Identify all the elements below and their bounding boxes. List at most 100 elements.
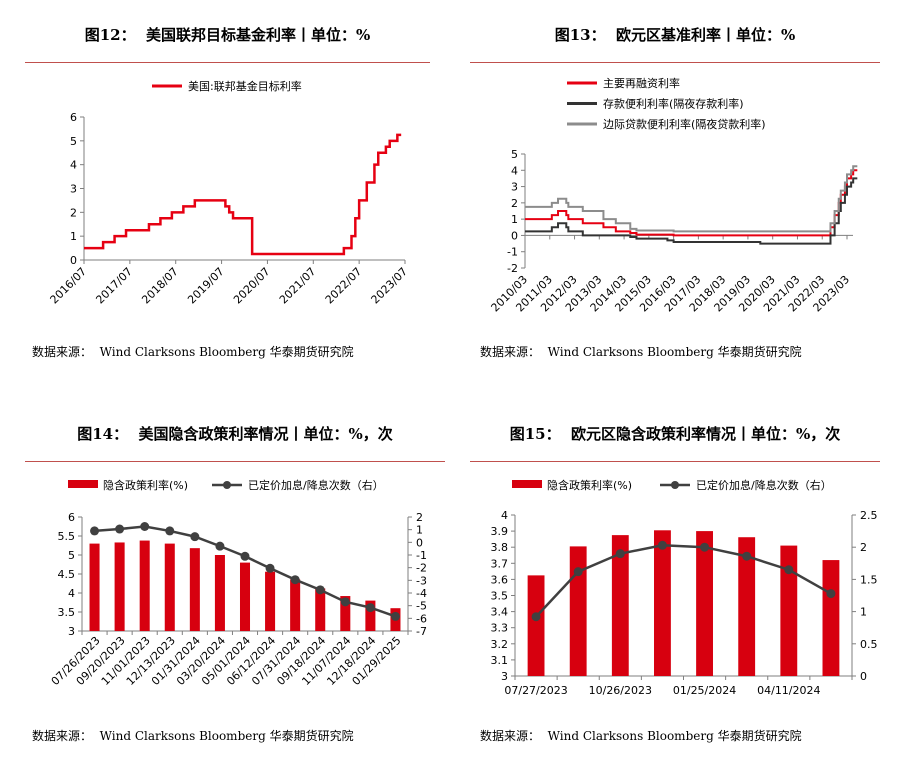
line-point: [657, 540, 667, 550]
y2-tick-label: 1.5: [860, 573, 878, 586]
y-tick-label: 1: [70, 230, 77, 243]
series-line: [525, 177, 858, 245]
x-tick-label: 2019/07: [185, 265, 227, 307]
legend-swatch-bar: [68, 480, 98, 488]
legend-label: 已定价加息/降息次数（右）: [248, 478, 384, 492]
line-point: [365, 603, 375, 613]
y-tick-label: 0: [70, 254, 77, 267]
y-tick-label: 6: [70, 111, 77, 124]
chart-title-fig12: 图12： 美国联邦目标基金利率丨单位：%: [84, 26, 371, 44]
chart-title-fig15: 图15： 欧元区隐含政策利率情况丨单位：%，次: [509, 425, 841, 443]
y-tick-label: 3.5: [491, 590, 509, 603]
line-point: [531, 612, 541, 622]
y-tick-label: 3.2: [491, 638, 509, 651]
legend-label: 美国:联邦基金目标利率: [188, 79, 302, 93]
y2-tick-label: 2: [860, 541, 867, 554]
source-note: 数据来源： Wind Clarksons Bloomberg 华泰期货研究院: [32, 729, 354, 743]
bar: [738, 537, 756, 676]
series-line: [535, 544, 832, 618]
y-tick-label: 2: [511, 197, 518, 210]
bar: [265, 571, 276, 631]
series-line: [525, 165, 858, 233]
y2-tick-label: 2.5: [860, 509, 878, 522]
line-point: [784, 565, 794, 575]
y-tick-label: 5.5: [58, 530, 76, 543]
bar: [340, 596, 351, 631]
y-tick-label: 3.4: [491, 606, 509, 619]
legend-marker: [223, 481, 231, 489]
line-point: [742, 551, 752, 561]
y-tick-label: 1: [511, 213, 518, 226]
bar: [696, 531, 713, 676]
y-tick-label: 0: [511, 229, 518, 242]
y2-tick-label: -3: [416, 574, 427, 587]
legend-swatch-bar: [512, 480, 542, 488]
line-point: [190, 532, 200, 542]
chart-3: [511, 480, 856, 680]
x-tick-label: 01/25/2024: [673, 684, 736, 697]
x-tick-label: 2023/07: [369, 265, 411, 307]
y2-tick-label: -5: [416, 600, 427, 613]
bar: [214, 555, 225, 631]
x-tick-label: 2016/07: [48, 265, 90, 307]
line-point: [700, 542, 710, 552]
line-point: [826, 589, 836, 599]
y-tick-label: 3.9: [491, 525, 509, 538]
x-tick-label: 10/26/2023: [589, 684, 652, 697]
legend-marker: [671, 481, 679, 489]
bar: [611, 535, 629, 676]
y2-tick-label: 1: [860, 606, 867, 619]
bar: [822, 560, 840, 676]
legend-label: 已定价加息/降息次数（右）: [696, 478, 832, 492]
y2-tick-label: 2: [416, 511, 423, 524]
chart-title-fig14: 图14： 美国隐含政策利率情况丨单位：%，次: [77, 425, 393, 443]
x-tick-label: 2017/07: [93, 265, 135, 307]
y-tick-label: 4: [511, 164, 518, 177]
bar: [89, 543, 100, 631]
y-tick-label: 5: [68, 549, 75, 562]
y-tick-label: 3: [501, 670, 508, 683]
y2-tick-label: -1: [416, 549, 427, 562]
title-divider: [470, 62, 880, 63]
line-point: [340, 597, 350, 607]
legend-label: 存款便利利率(隔夜存款利率): [603, 97, 744, 111]
y-tick-label: 3: [511, 181, 518, 194]
line-point: [573, 567, 583, 577]
x-tick-label: 04/11/2024: [757, 684, 820, 697]
source-note: 数据来源： Wind Clarksons Bloomberg 华泰期货研究院: [32, 345, 354, 359]
chart-1: [521, 81, 858, 269]
y2-tick-label: 0: [416, 536, 423, 549]
series-line: [84, 133, 402, 256]
bar: [239, 562, 251, 631]
bar: [114, 542, 125, 631]
legend-label: 隐含政策利率(%): [103, 478, 188, 492]
line-point: [90, 526, 100, 536]
x-tick-label: 2018/07: [139, 265, 181, 307]
y2-tick-label: 0: [860, 670, 867, 683]
x-tick-label: 2022/07: [323, 265, 365, 307]
title-divider: [25, 461, 445, 462]
legend-label: 隐含政策利率(%): [547, 478, 632, 492]
title-divider: [470, 461, 880, 462]
bar: [164, 543, 175, 631]
series-line: [525, 169, 858, 237]
y-tick-label: 4: [70, 159, 77, 172]
chart-2: [68, 480, 412, 635]
line-point: [140, 522, 150, 531]
y-tick-label: -1: [507, 246, 518, 259]
bar: [365, 600, 376, 631]
y2-tick-label: -2: [416, 562, 427, 575]
y-tick-label: 3.3: [491, 622, 509, 635]
y-tick-label: 4.5: [58, 568, 76, 581]
y2-tick-label: 0.5: [860, 638, 878, 651]
bar: [315, 588, 326, 631]
y2-tick-label: -4: [416, 587, 427, 600]
line-point: [615, 549, 625, 559]
y2-tick-label: -6: [416, 612, 427, 625]
bar: [290, 579, 301, 631]
x-tick-label: 2020/07: [231, 265, 273, 307]
bar: [569, 546, 587, 676]
chart-0: [80, 84, 406, 264]
y-tick-label: -2: [507, 262, 518, 275]
